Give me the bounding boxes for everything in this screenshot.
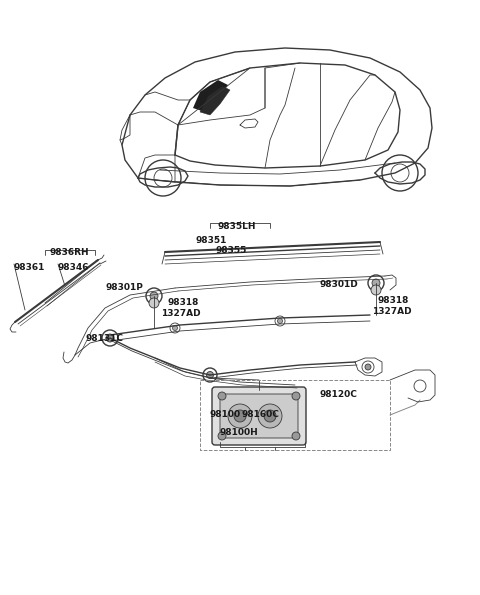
Circle shape [172,325,178,330]
Circle shape [372,279,380,287]
Circle shape [106,334,114,342]
Text: 98131C: 98131C [86,334,124,343]
FancyBboxPatch shape [220,394,298,438]
Circle shape [264,410,276,422]
Text: 98100H: 98100H [220,428,259,437]
Text: 98318: 98318 [378,296,409,305]
Text: 98301P: 98301P [105,283,143,292]
Text: 1327AD: 1327AD [161,309,201,318]
FancyBboxPatch shape [212,387,306,445]
Circle shape [277,318,283,324]
Text: 98120C: 98120C [320,390,358,399]
Polygon shape [200,86,230,115]
Circle shape [292,432,300,440]
Text: 98351: 98351 [196,236,228,245]
Circle shape [149,298,159,308]
Circle shape [218,392,226,400]
Circle shape [228,404,252,428]
Circle shape [234,410,246,422]
Text: 98355: 98355 [216,246,247,255]
Polygon shape [193,80,228,112]
Circle shape [258,404,282,428]
Circle shape [292,392,300,400]
Text: 98160C: 98160C [242,410,280,419]
Text: 98346: 98346 [58,263,89,272]
Text: 98100: 98100 [210,410,241,419]
Text: 9836RH: 9836RH [50,248,90,257]
Text: 9835LH: 9835LH [218,222,256,231]
Text: 98361: 98361 [14,263,46,272]
Circle shape [206,371,214,378]
Text: 1327AD: 1327AD [372,307,412,316]
Circle shape [150,292,158,300]
Circle shape [365,364,371,370]
Circle shape [371,285,381,295]
Circle shape [218,432,226,440]
Text: 98301D: 98301D [320,280,359,289]
Text: 98318: 98318 [167,298,198,307]
